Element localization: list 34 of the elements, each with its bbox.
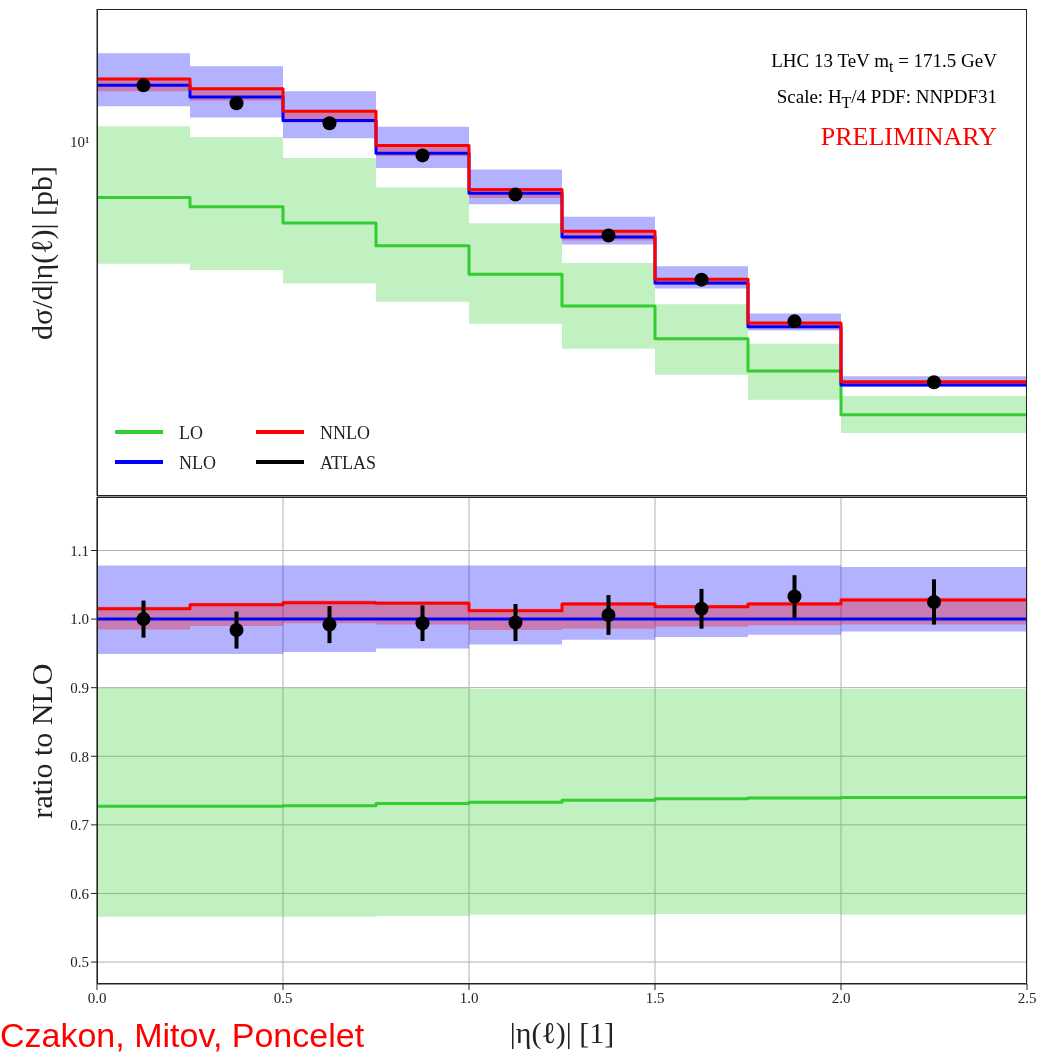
y-tick-label: 0.9 [70, 680, 89, 697]
x-tick-label: 0.5 [273, 989, 293, 1006]
x-tick-label: 2.5 [1017, 989, 1037, 1006]
y-tick-label: 0.5 [70, 954, 89, 971]
text: Czakon, Mitov, Poncelet [0, 1016, 365, 1054]
y-tick-label: 0.6 [70, 885, 90, 902]
point [787, 314, 802, 329]
point [927, 375, 941, 390]
x-tick-label: 1.0 [459, 989, 479, 1006]
legend-label: ATLAS [320, 452, 377, 474]
text: LHC 13 TeV m$_{t}$ = 171.5 GeV [771, 50, 997, 75]
x-tick-label: 2.0 [831, 989, 851, 1006]
text: 10¹ [70, 134, 90, 150]
y-axis-title: dσ/d|η(ℓ)| [pb] [25, 165, 59, 340]
y-tick-label: 1.1 [70, 542, 89, 559]
point [694, 272, 709, 287]
y-axis-title: ratio to NLO [25, 663, 59, 818]
x-tick-label: 1.5 [645, 989, 665, 1006]
point [601, 228, 616, 243]
point [229, 96, 244, 111]
legend-label: LO [179, 422, 203, 444]
x-tick-label: 0.0 [87, 989, 107, 1006]
point [136, 78, 151, 93]
legend-label: NLO [179, 452, 216, 474]
y-tick-label: 1.0 [70, 611, 89, 628]
y-tick-label: 0.8 [70, 748, 89, 765]
y-tick-label: 0.7 [70, 817, 90, 834]
x-axis-title: |η(ℓ)| [1] [509, 1016, 615, 1050]
annotation: PRELIMINARY [820, 122, 997, 151]
annotation: Scale: H$_{T}$/4 PDF: NNPDF31 [776, 86, 997, 111]
point [415, 148, 430, 163]
legend-label: NNLO [320, 422, 370, 444]
point [322, 116, 337, 131]
point [508, 187, 523, 202]
